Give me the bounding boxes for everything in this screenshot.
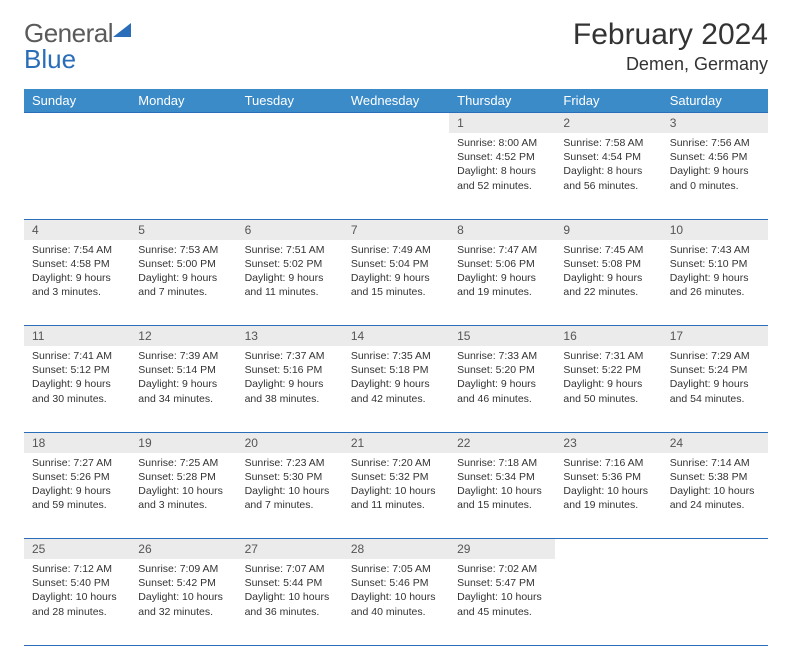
day-detail-cell: Sunrise: 7:02 AMSunset: 5:47 PMDaylight:… [449,559,555,645]
day-detail-cell: Sunrise: 7:41 AMSunset: 5:12 PMDaylight:… [24,346,130,432]
column-header: Wednesday [343,89,449,113]
day-detail-cell: Sunrise: 7:53 AMSunset: 5:00 PMDaylight:… [130,240,236,326]
day-detail-cell: Sunrise: 7:51 AMSunset: 5:02 PMDaylight:… [237,240,343,326]
day-number-cell: 7 [343,219,449,240]
day-detail-cell: Sunrise: 7:18 AMSunset: 5:34 PMDaylight:… [449,453,555,539]
day-number-cell: 24 [662,432,768,453]
day-detail-cell: Sunrise: 7:23 AMSunset: 5:30 PMDaylight:… [237,453,343,539]
day-number-cell: 13 [237,326,343,347]
day-detail-cell: Sunrise: 8:00 AMSunset: 4:52 PMDaylight:… [449,133,555,219]
day-detail-cell: Sunrise: 7:12 AMSunset: 5:40 PMDaylight:… [24,559,130,645]
day-detail-cell: Sunrise: 7:58 AMSunset: 4:54 PMDaylight:… [555,133,661,219]
day-number-cell: 3 [662,113,768,134]
day-detail-cell: Sunrise: 7:56 AMSunset: 4:56 PMDaylight:… [662,133,768,219]
day-number-cell: 16 [555,326,661,347]
day-detail-cell [237,133,343,219]
day-detail-cell: Sunrise: 7:25 AMSunset: 5:28 PMDaylight:… [130,453,236,539]
day-number-cell: 29 [449,539,555,560]
day-number-cell [555,539,661,560]
day-detail-cell: Sunrise: 7:43 AMSunset: 5:10 PMDaylight:… [662,240,768,326]
day-detail-cell: Sunrise: 7:09 AMSunset: 5:42 PMDaylight:… [130,559,236,645]
calendar-header-row: SundayMondayTuesdayWednesdayThursdayFrid… [24,89,768,113]
day-number-cell: 9 [555,219,661,240]
day-number-cell: 6 [237,219,343,240]
day-detail-cell: Sunrise: 7:54 AMSunset: 4:58 PMDaylight:… [24,240,130,326]
day-detail-cell: Sunrise: 7:45 AMSunset: 5:08 PMDaylight:… [555,240,661,326]
day-number-cell [343,113,449,134]
day-detail-cell [130,133,236,219]
day-detail-cell: Sunrise: 7:37 AMSunset: 5:16 PMDaylight:… [237,346,343,432]
column-header: Saturday [662,89,768,113]
day-detail-cell: Sunrise: 7:07 AMSunset: 5:44 PMDaylight:… [237,559,343,645]
month-title: February 2024 [573,18,768,52]
day-detail-cell: Sunrise: 7:33 AMSunset: 5:20 PMDaylight:… [449,346,555,432]
day-number-cell: 4 [24,219,130,240]
title-block: February 2024 Demen, Germany [573,18,768,75]
day-number-cell [237,113,343,134]
header: General February 2024 Demen, Germany [24,18,768,75]
day-number-cell [662,539,768,560]
day-detail-cell: Sunrise: 7:27 AMSunset: 5:26 PMDaylight:… [24,453,130,539]
day-number-cell: 25 [24,539,130,560]
triangle-icon [113,23,131,37]
column-header: Friday [555,89,661,113]
day-detail-cell [555,559,661,645]
day-number-cell: 17 [662,326,768,347]
day-number-cell: 22 [449,432,555,453]
day-detail-cell: Sunrise: 7:16 AMSunset: 5:36 PMDaylight:… [555,453,661,539]
day-number-cell [130,113,236,134]
calendar-body: 123Sunrise: 8:00 AMSunset: 4:52 PMDaylig… [24,113,768,646]
day-detail-cell: Sunrise: 7:47 AMSunset: 5:06 PMDaylight:… [449,240,555,326]
day-detail-cell: Sunrise: 7:31 AMSunset: 5:22 PMDaylight:… [555,346,661,432]
day-number-cell: 18 [24,432,130,453]
day-detail-cell: Sunrise: 7:39 AMSunset: 5:14 PMDaylight:… [130,346,236,432]
day-detail-cell [662,559,768,645]
day-number-cell: 5 [130,219,236,240]
day-number-cell: 23 [555,432,661,453]
day-number-cell: 28 [343,539,449,560]
day-number-cell: 2 [555,113,661,134]
day-detail-cell [343,133,449,219]
column-header: Sunday [24,89,130,113]
column-header: Monday [130,89,236,113]
day-number-cell: 8 [449,219,555,240]
day-detail-cell: Sunrise: 7:20 AMSunset: 5:32 PMDaylight:… [343,453,449,539]
day-number-cell: 1 [449,113,555,134]
day-detail-cell: Sunrise: 7:49 AMSunset: 5:04 PMDaylight:… [343,240,449,326]
day-detail-cell: Sunrise: 7:14 AMSunset: 5:38 PMDaylight:… [662,453,768,539]
day-number-cell: 11 [24,326,130,347]
day-detail-cell [24,133,130,219]
day-number-cell: 20 [237,432,343,453]
day-number-cell: 21 [343,432,449,453]
day-number-cell: 12 [130,326,236,347]
day-number-cell: 10 [662,219,768,240]
day-detail-cell: Sunrise: 7:35 AMSunset: 5:18 PMDaylight:… [343,346,449,432]
calendar-table: SundayMondayTuesdayWednesdayThursdayFrid… [24,89,768,646]
day-number-cell: 15 [449,326,555,347]
day-detail-cell: Sunrise: 7:05 AMSunset: 5:46 PMDaylight:… [343,559,449,645]
location: Demen, Germany [573,54,768,75]
day-number-cell [24,113,130,134]
day-number-cell: 14 [343,326,449,347]
logo-text-blue: Blue [24,44,76,75]
column-header: Tuesday [237,89,343,113]
column-header: Thursday [449,89,555,113]
day-detail-cell: Sunrise: 7:29 AMSunset: 5:24 PMDaylight:… [662,346,768,432]
day-number-cell: 19 [130,432,236,453]
day-number-cell: 26 [130,539,236,560]
day-number-cell: 27 [237,539,343,560]
